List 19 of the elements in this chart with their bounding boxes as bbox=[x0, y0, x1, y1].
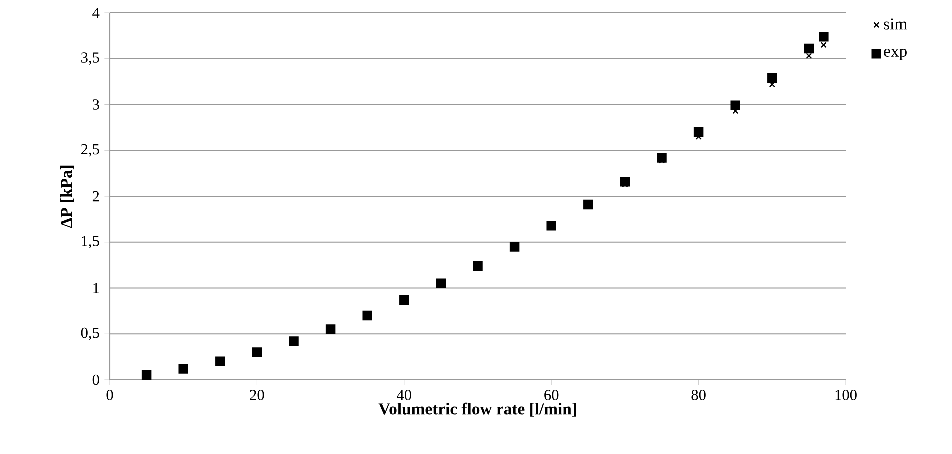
x-axis-title: Volumetric flow rate [l/min] bbox=[378, 402, 576, 417]
x-tick-label: 80 bbox=[692, 390, 706, 400]
y-tick-label: 2 bbox=[92, 191, 100, 202]
x-tick-label: 100 bbox=[836, 390, 857, 400]
y-tick-label: 2,5 bbox=[81, 144, 100, 157]
y-axis-title: ΔP [kPa] bbox=[60, 166, 74, 228]
y-tick-label: 4 bbox=[92, 8, 100, 18]
y-tick-label: 0 bbox=[92, 374, 100, 386]
x-tick-label: 0 bbox=[106, 390, 114, 400]
x-tick-label: 60 bbox=[544, 390, 559, 400]
legend-label: exp bbox=[884, 48, 907, 60]
x-tick-label: 40 bbox=[397, 390, 412, 400]
y-tick-label: 0,5 bbox=[81, 328, 100, 340]
y-tick-label: 3 bbox=[93, 100, 100, 110]
y-tick-label: 3,5 bbox=[82, 52, 100, 66]
y-tick-label: 1 bbox=[94, 283, 100, 294]
y-tick-label: 1,5 bbox=[82, 236, 100, 249]
legend-label: sim bbox=[884, 18, 908, 30]
x-tick-label: 20 bbox=[250, 390, 264, 400]
